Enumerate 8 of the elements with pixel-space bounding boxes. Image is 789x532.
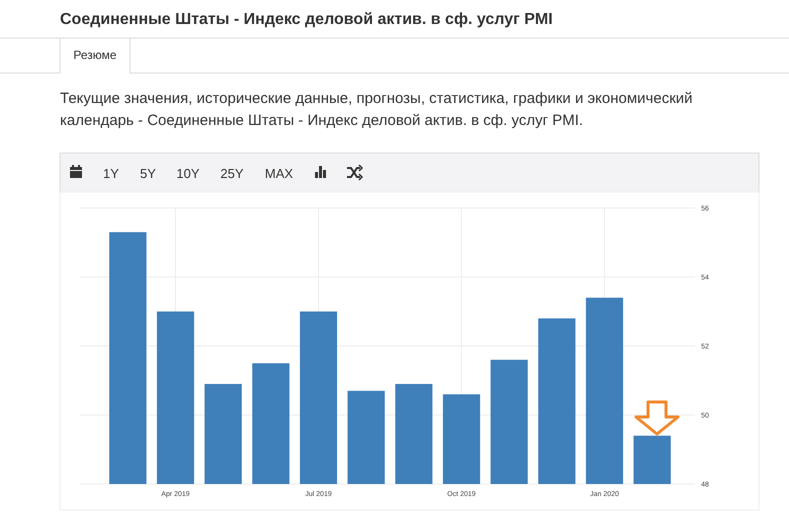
chart-subtitle: Текущие значения, исторические данные, прогнозы, статистика, графики и экономический календарь - Соединенные Штаты - Индекс деловой актив. в сф. услуг PMI.: [60, 89, 694, 131]
text: 1Y: [103, 166, 120, 181]
text: 5Y: [140, 166, 156, 181]
text: MAX: [264, 166, 294, 181]
text: Резюме: [73, 48, 117, 62]
text: 10Y: [176, 166, 200, 181]
chart-title: Соединенные Штаты - Индекс деловой актив. в сф. услуг PMI: [60, 11, 553, 28]
text: 25Y: [220, 166, 244, 181]
